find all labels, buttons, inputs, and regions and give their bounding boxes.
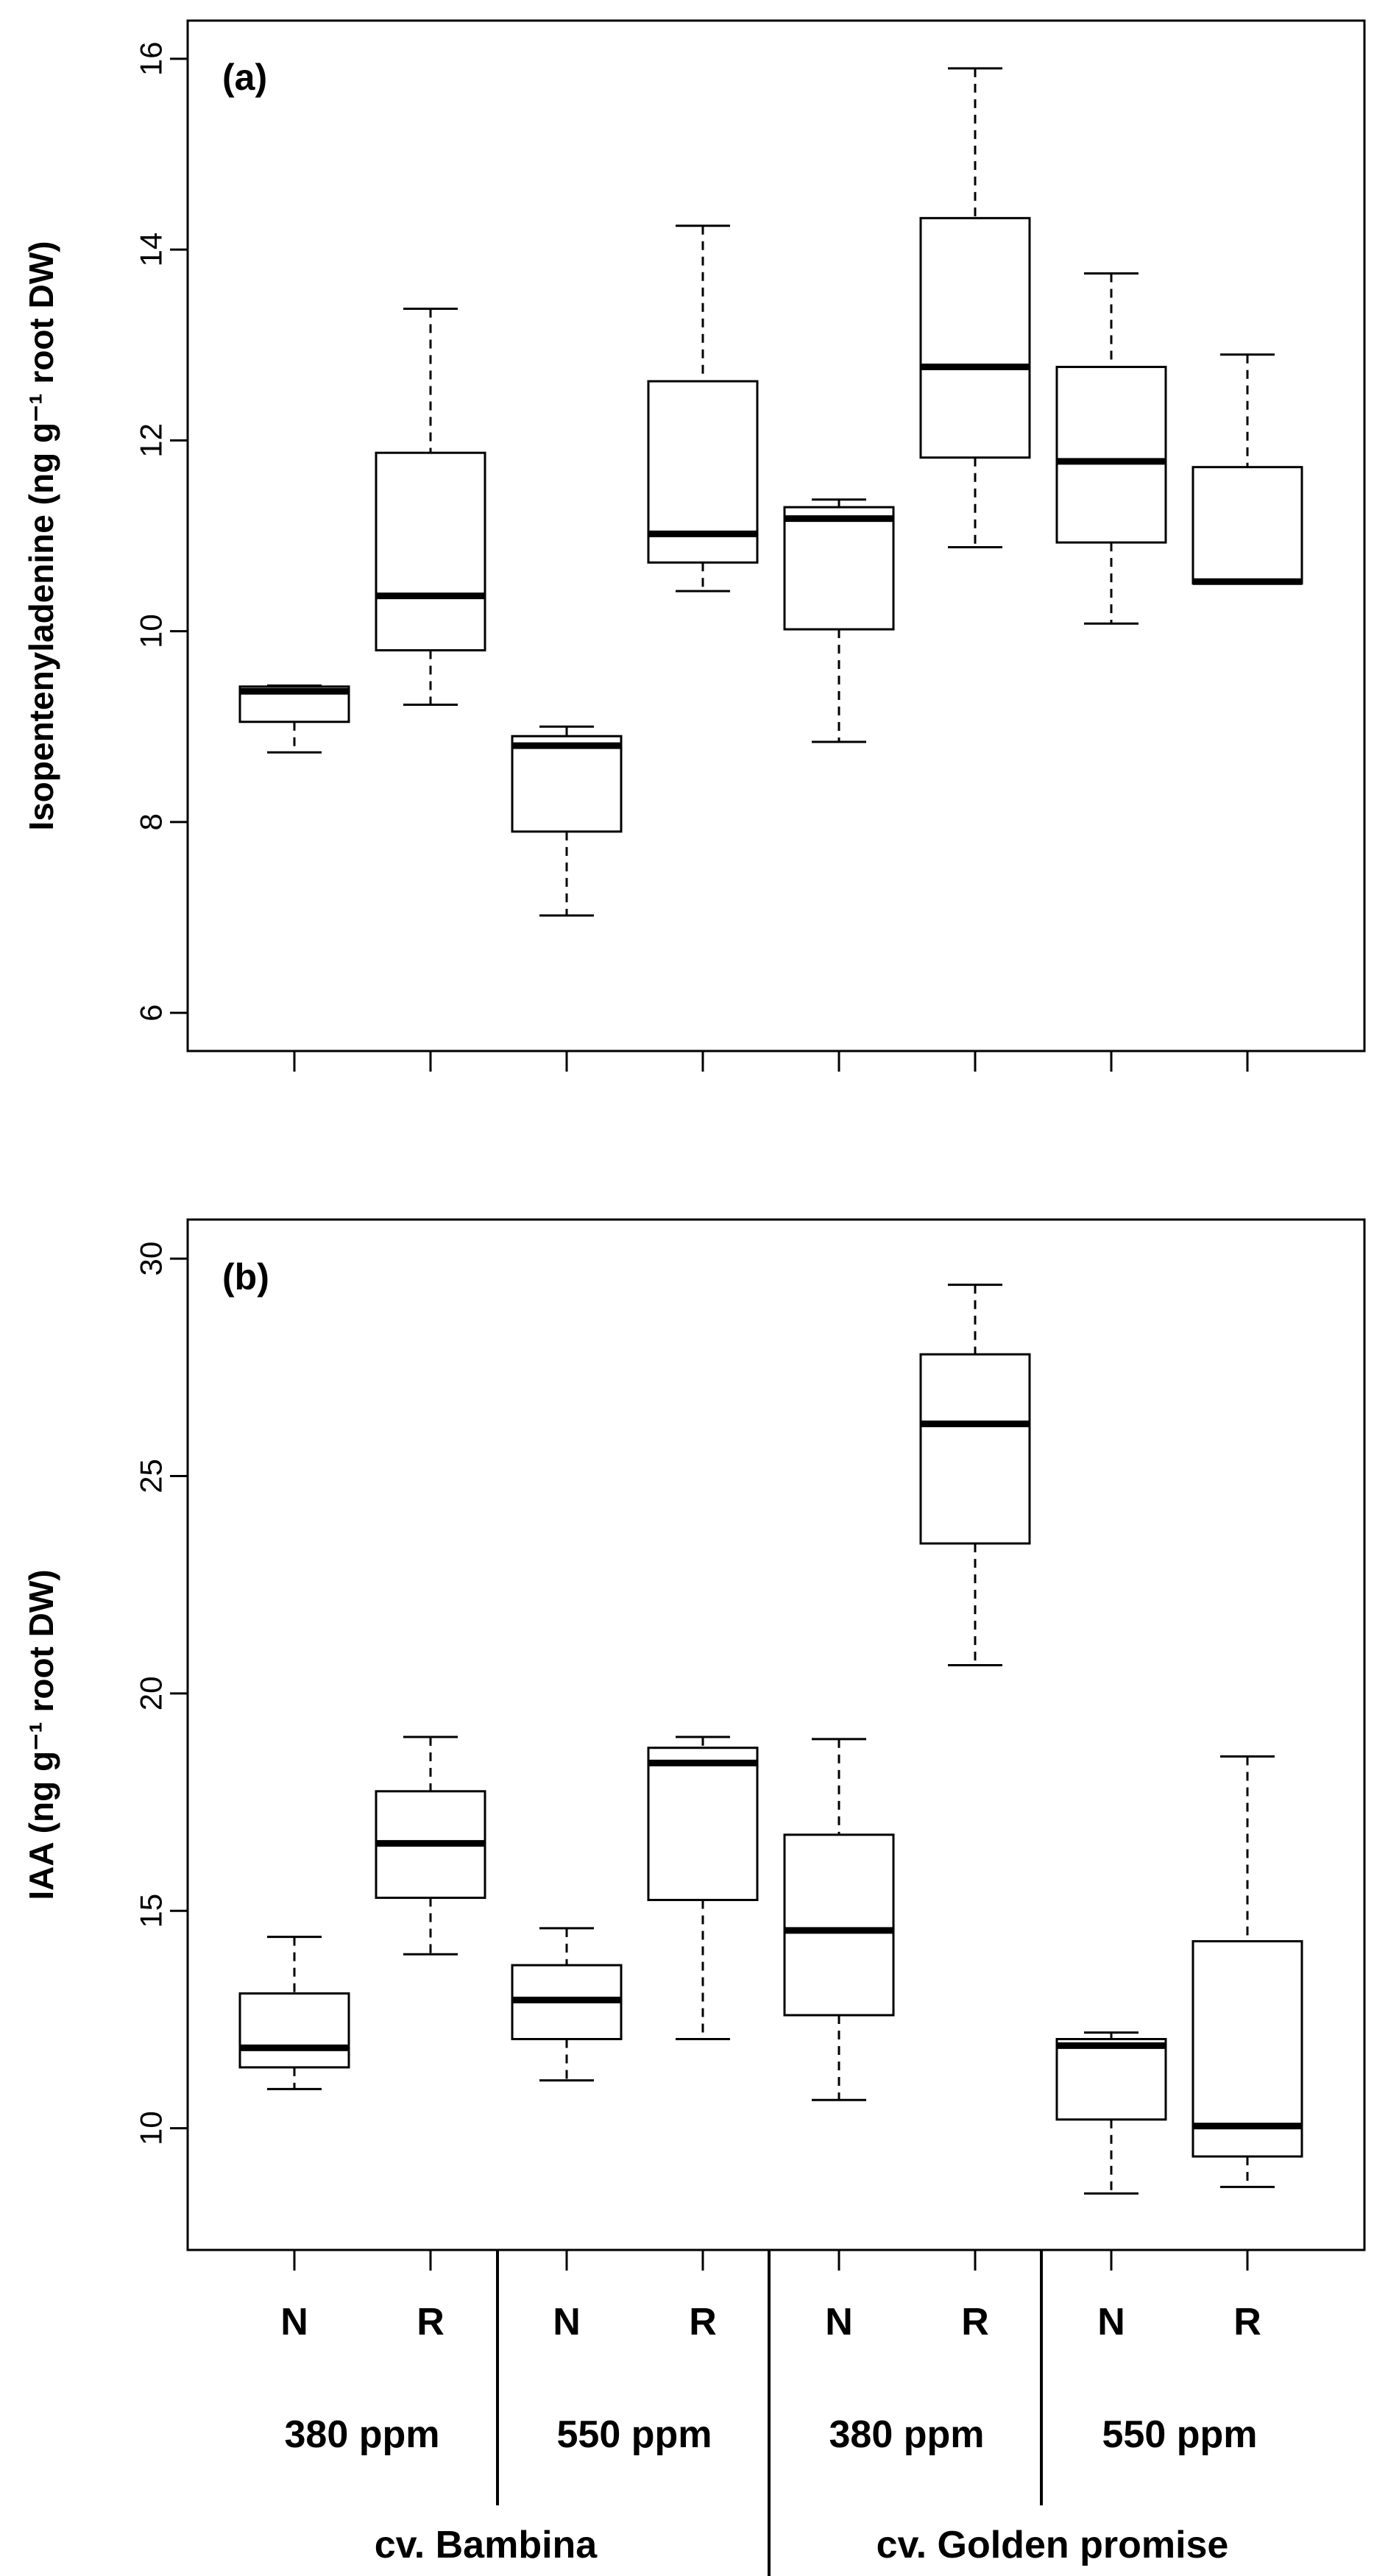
y-tick-label-3: 25: [134, 1459, 169, 1493]
box-7: [1055, 2031, 1167, 2195]
box-3: [511, 1927, 623, 2082]
panel-b-plot-frame: [186, 1218, 1366, 2251]
panel-b-boxes: [238, 1284, 1303, 2195]
treatment-label-8: R: [1233, 2301, 1261, 2343]
box-6: [919, 1284, 1031, 1666]
treatment-label-4: R: [689, 2301, 717, 2343]
box-2: [375, 307, 486, 706]
box-1: [238, 1936, 350, 2090]
panel-a-y-axis-label: Isopentenyladenine (ng g⁻¹ root DW): [22, 241, 60, 830]
ppm-label-1: 380 ppm: [285, 2413, 440, 2456]
panel-b-y-axis-label: IAA (ng g⁻¹ root DW): [22, 1569, 60, 1900]
box-4: [647, 224, 759, 592]
box-8: [1191, 1755, 1303, 2188]
panel-b-y-axis: 10 15 20 25 30: [134, 1242, 188, 2145]
y-tick-label-2: 10: [134, 614, 169, 648]
cultivar-labels: cv. Bambina cv. Golden promise: [375, 2524, 1229, 2566]
panel-a: (a) 6 8 10 12 14 16 Isopentenyladenine (ng g⁻…: [22, 19, 1366, 1072]
ppm-labels: 380 ppm 550 ppm 380 ppm 550 ppm: [285, 2413, 1258, 2456]
panel-a-y-axis: 6 8 10 12 14 16: [134, 41, 188, 1022]
y-tick-label-0: 10: [134, 2111, 169, 2145]
iqr-box: [1191, 1940, 1303, 2158]
y-tick-label-2: 20: [134, 1677, 169, 1711]
iqr-box: [375, 451, 486, 652]
panel-b-x-ticks: [293, 2250, 1249, 2271]
panel-a-boxes: [238, 67, 1303, 917]
panel-b-label: (b): [222, 1256, 269, 1298]
box-5: [783, 498, 895, 743]
box-1: [238, 684, 350, 754]
y-tick-label-1: 15: [134, 1894, 169, 1928]
panel-b: (b) 10 15 20 25 30 IAA (ng g⁻¹ root DW): [22, 1218, 1366, 2271]
iqr-box: [783, 1833, 895, 2017]
treatment-label-2: R: [417, 2301, 445, 2343]
panel-a-plot-frame: [186, 19, 1366, 1052]
cultivar-label-2: cv. Golden promise: [877, 2524, 1229, 2566]
y-tick-label-5: 16: [134, 41, 169, 76]
box-8: [1191, 353, 1303, 585]
cultivar-label-1: cv. Bambina: [375, 2524, 598, 2566]
iqr-box: [1055, 366, 1167, 544]
iqr-box: [511, 735, 623, 833]
treatment-label-3: N: [553, 2301, 581, 2343]
iqr-box: [919, 216, 1031, 459]
panel-a-x-ticks: [293, 1051, 1249, 1072]
treatment-label-7: N: [1097, 2301, 1125, 2343]
iqr-box: [238, 1992, 350, 2069]
iqr-box: [919, 1353, 1031, 1545]
treatment-label-6: R: [961, 2301, 989, 2343]
panel-a-label: (a): [222, 57, 267, 98]
box-6: [919, 67, 1031, 549]
iqr-box: [1055, 2038, 1167, 2121]
iqr-box: [647, 1747, 759, 1901]
y-tick-label-4: 14: [134, 233, 169, 267]
iqr-box: [1191, 466, 1303, 585]
y-tick-label-1: 8: [134, 813, 169, 830]
box-7: [1055, 272, 1167, 625]
x-axis-group-labels: N R N R N R N R 380 ppm 550 ppm 380 ppm 550 ppm cv…: [280, 2250, 1261, 2576]
box-3: [511, 725, 623, 917]
y-tick-label-3: 12: [134, 423, 169, 458]
treatment-label-1: N: [280, 2301, 308, 2343]
iqr-box: [783, 506, 895, 631]
treatment-label-5: N: [825, 2301, 853, 2343]
y-tick-label-4: 30: [134, 1242, 169, 1276]
box-5: [783, 1738, 895, 2101]
y-tick-label-0: 6: [134, 1004, 169, 1021]
box-4: [647, 1735, 759, 2041]
ppm-label-2: 550 ppm: [557, 2413, 712, 2456]
ppm-label-3: 380 ppm: [829, 2413, 985, 2456]
ppm-label-4: 550 ppm: [1102, 2413, 1258, 2456]
box-2: [375, 1735, 486, 1956]
